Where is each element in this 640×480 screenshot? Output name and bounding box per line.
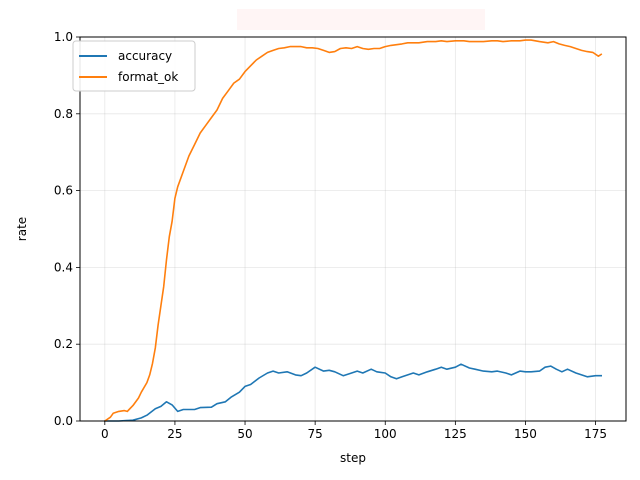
plot-frame	[79, 36, 627, 422]
title-area	[237, 9, 485, 30]
x-tick-label: 100	[374, 427, 397, 441]
x-axis-label: step	[340, 451, 366, 465]
y-tick-label: 0.4	[54, 260, 73, 274]
legend: accuracy format_ok	[72, 40, 196, 92]
x-tick-label: 75	[308, 427, 323, 441]
grid	[80, 36, 626, 422]
ticks: 0 25 50 75 100 125 150 175 0.0 0.2 0.4 0.6 0.8 1.0	[54, 30, 607, 441]
series-group	[103, 39, 603, 423]
legend-label-accuracy: accuracy	[118, 49, 172, 63]
x-tick-label: 25	[167, 427, 182, 441]
y-tick-label: 1.0	[54, 30, 73, 44]
y-tick-label: 0.2	[54, 337, 73, 351]
series-line-format-ok	[103, 39, 603, 423]
series-line-accuracy	[104, 363, 602, 422]
legend-box	[72, 40, 196, 92]
x-tick-label: 125	[444, 427, 467, 441]
y-tick-label: 0.6	[54, 184, 73, 198]
y-axis-label: rate	[15, 217, 29, 241]
y-tick-label: 0.8	[54, 107, 73, 121]
x-tick-label: 150	[514, 427, 537, 441]
x-tick-label: 175	[584, 427, 607, 441]
x-tick-label: 50	[237, 427, 252, 441]
x-tick-label: 0	[101, 427, 109, 441]
y-tick-label: 0.0	[54, 414, 73, 428]
legend-label-format-ok: format_ok	[118, 70, 178, 84]
